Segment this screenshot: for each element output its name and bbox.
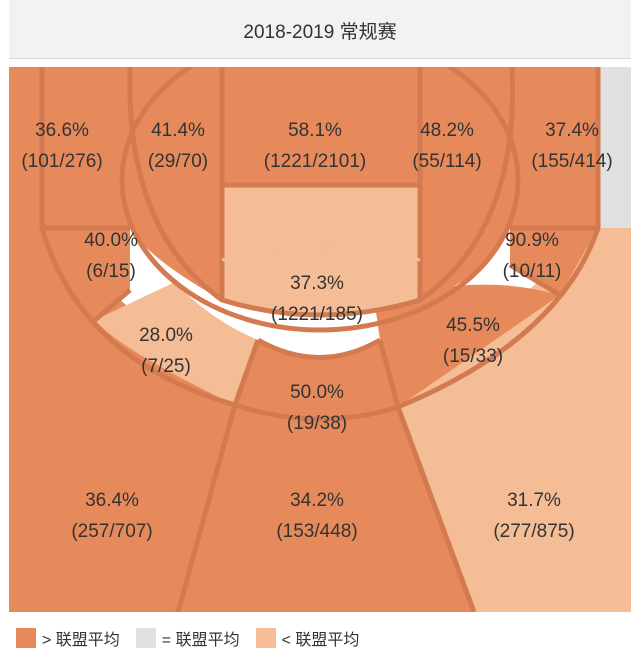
mid-range-arc <box>119 67 521 333</box>
zone-top-three <box>178 405 474 612</box>
zone-attempts-top-three: (153/448) <box>276 521 357 542</box>
zone-attempts-right-wing-three: (277/875) <box>493 521 574 542</box>
zone-pct-right-baseline-mid: 90.9% <box>505 230 559 251</box>
zone-pct-right-wing-long-two: 48.2% <box>420 120 474 141</box>
zone-left-wing-three <box>9 228 235 612</box>
zone-right-elbow-mid <box>375 284 560 407</box>
zone-attempts-right-corner-three: (155/414) <box>531 151 612 172</box>
zone-attempts-left-elbow-mid: (7/25) <box>141 356 191 377</box>
legend-item-equal: = 联盟平均 <box>135 626 240 650</box>
zone-attempts-left-wing-long-two: (29/70) <box>148 151 208 172</box>
zone-left-elbow-mid <box>95 282 258 405</box>
chart-title: 2018-2019 常规赛 <box>243 22 397 43</box>
free-throw-arc <box>256 337 382 360</box>
title-bar: 2018-2019 常规赛 <box>9 0 631 59</box>
zone-pct-left-baseline-mid: 40.0% <box>84 230 138 251</box>
zone-left-corner-three <box>9 67 42 228</box>
zone-restricted-area <box>222 67 420 185</box>
baseline-dividers <box>42 225 598 322</box>
zone-attempts-left-corner-three: (101/276) <box>21 151 102 172</box>
zone-left-wing-long-two <box>42 67 222 300</box>
legend-item-below: < 联盟平均 <box>255 626 360 650</box>
zone-pct-top-key-mid: 50.0% <box>290 382 344 403</box>
zone-attempts-top-key-mid: (19/38) <box>287 413 347 434</box>
zone-attempts-left-baseline-mid: (6/15) <box>86 261 136 282</box>
zone-paint-non-ra <box>222 185 420 315</box>
zone-attempts-restricted-area: (1221/2101) <box>264 151 366 172</box>
zone-pct-right-wing-three: 31.7% <box>507 490 561 511</box>
legend-item-above: > 联盟平均 <box>16 626 120 650</box>
legend-swatch-above <box>16 628 36 648</box>
zone-right-corner-equal-strip <box>598 67 631 228</box>
legend: > 联盟平均 = 联盟平均 < 联盟平均 <box>16 627 375 649</box>
zone-attempts-right-wing-long-two: (55/114) <box>412 151 481 172</box>
zone-dividers <box>175 339 477 612</box>
zone-attempts-right-baseline-mid: (10/11) <box>503 261 562 282</box>
inner-arc <box>127 67 516 318</box>
legend-label-equal: = 联盟平均 <box>161 632 240 649</box>
zone-pct-restricted-area: 58.1% <box>288 120 342 141</box>
zone-attempts-paint-non-ra: (1221/185) <box>271 304 363 325</box>
zone-pct-left-corner-three: 36.6% <box>35 120 89 141</box>
zone-pct-right-elbow-mid: 45.5% <box>446 315 500 336</box>
legend-swatch-equal <box>135 628 156 648</box>
zone-pct-left-elbow-mid: 28.0% <box>139 325 193 346</box>
legend-swatch-below <box>255 628 276 648</box>
zone-top-key-mid <box>235 340 398 420</box>
zone-right-baseline-mid <box>510 228 598 295</box>
three-point-line <box>39 67 601 422</box>
zone-left-baseline-mid <box>42 228 130 320</box>
zone-attempts-left-wing-three: (257/707) <box>71 521 152 542</box>
zone-right-wing-three <box>398 228 631 612</box>
key-arc-shadow <box>221 246 421 262</box>
zone-right-wing-long-two <box>420 67 598 300</box>
zone-pct-top-three: 34.2% <box>290 490 344 511</box>
zone-pct-left-wing-three: 36.4% <box>85 490 139 511</box>
legend-label-below: < 联盟平均 <box>281 632 360 649</box>
paint-lines <box>219 67 423 300</box>
zone-attempts-right-elbow-mid: (15/33) <box>443 346 503 367</box>
zone-pct-paint-non-ra: 37.3% <box>290 273 344 294</box>
legend-label-above: > 联盟平均 <box>42 632 120 649</box>
zone-pct-right-corner-three: 37.4% <box>545 120 599 141</box>
zone-pct-left-wing-long-two: 41.4% <box>151 120 205 141</box>
